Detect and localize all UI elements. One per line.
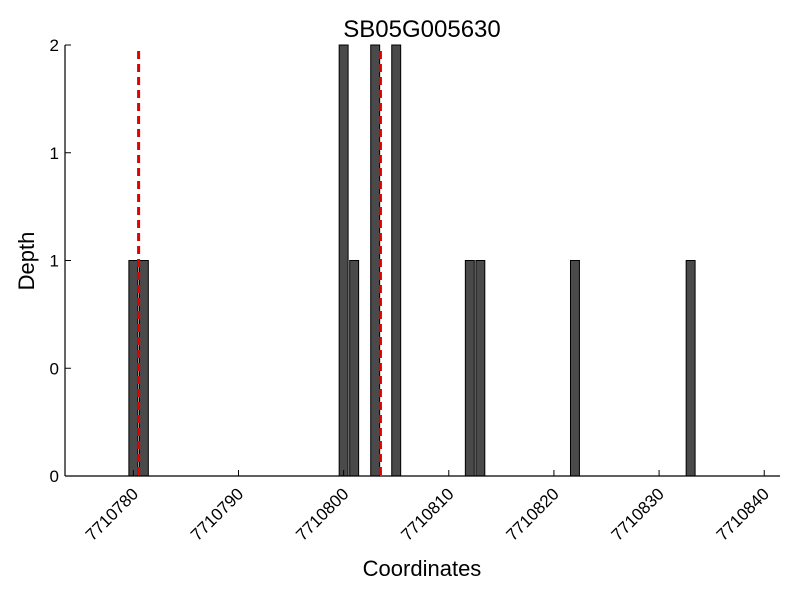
bar — [475, 260, 486, 477]
y-tick-label: 2 — [50, 36, 59, 55]
bars-layer — [128, 44, 696, 477]
x-tick-label: 7710820 — [503, 484, 563, 544]
ticks-layer: 0 0 1 1 2 7710780 7710790 7710800 7710810 7710820… — [50, 36, 774, 545]
y-tick-label: 1 — [50, 144, 59, 163]
bar — [569, 260, 580, 477]
bar — [138, 260, 149, 477]
x-tick-label: 7710790 — [187, 484, 247, 544]
marker-lines-layer — [137, 51, 382, 476]
x-tick-label: 7710780 — [82, 484, 142, 544]
bar — [349, 260, 360, 477]
bar — [128, 260, 139, 477]
y-tick-label: 0 — [50, 467, 59, 486]
bar — [464, 260, 475, 477]
y-tick-label: 0 — [50, 359, 59, 378]
bar — [370, 44, 381, 477]
x-tick-label: 7710830 — [608, 484, 668, 544]
x-tick-label: 7710810 — [397, 484, 457, 544]
x-tick-label: 7710840 — [713, 484, 773, 544]
bar — [338, 44, 349, 477]
bar — [685, 260, 696, 477]
x-axis-label: Coordinates — [363, 556, 482, 581]
axes-layer — [64, 45, 780, 477]
y-axis-label: Depth — [14, 232, 39, 291]
x-tick-label: 7710800 — [292, 484, 352, 544]
bar — [391, 44, 402, 477]
y-tick-label: 1 — [50, 252, 59, 271]
chart-title: SB05G005630 — [343, 16, 500, 43]
